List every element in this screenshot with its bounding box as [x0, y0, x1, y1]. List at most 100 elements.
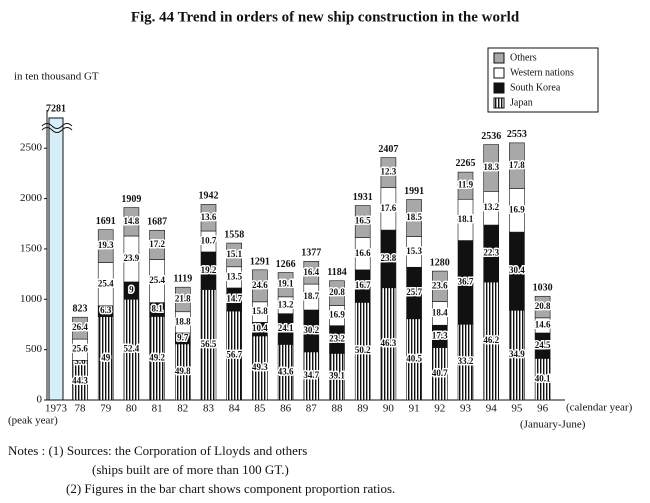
- segment-label: 15.8: [252, 306, 268, 316]
- legend-label: Western nations: [510, 67, 574, 78]
- segment-label: 25.6: [72, 344, 88, 354]
- x-tick-label: 83: [203, 403, 215, 415]
- segment-label: 19.3: [98, 240, 114, 250]
- segment-label: 49.8: [175, 366, 191, 376]
- segment-label: 25.4: [149, 275, 165, 285]
- segment-label: 39.1: [329, 371, 345, 381]
- x-tick-label: 88: [332, 403, 344, 415]
- segment-label: 30.2: [303, 325, 319, 335]
- x-tick-label: 1973: [45, 403, 68, 415]
- total-label: 2265: [456, 158, 476, 169]
- total-label: 7281: [46, 103, 66, 114]
- segment-label: 16.4: [303, 267, 319, 277]
- x-tick-label: 93: [460, 403, 472, 415]
- segment-label: 20.8: [329, 287, 345, 297]
- segment-label: 24.1: [278, 323, 294, 333]
- segment-label: 56.5: [201, 339, 217, 349]
- bar-segment: [457, 171, 474, 200]
- bar-segment: [534, 295, 551, 319]
- segment-label: 14.8: [124, 216, 140, 226]
- y-axis-label: in ten thousand GT: [14, 71, 99, 83]
- legend-label: Japan: [510, 97, 533, 108]
- segment-label: 16.9: [509, 204, 525, 214]
- segment-label: 50.2: [355, 345, 371, 355]
- total-label: 1291: [250, 256, 270, 267]
- segment-label: 18.8: [175, 316, 191, 326]
- segment-label: 20.8: [535, 301, 551, 311]
- total-label: 1184: [327, 267, 346, 278]
- x-tick-label: 91: [409, 403, 420, 415]
- bar-segment: [406, 199, 422, 237]
- chart-title: Fig. 44 Trend in orders of new ship cons…: [131, 9, 520, 25]
- legend-swatch: [493, 97, 505, 109]
- segment-label: 30.4: [509, 265, 525, 275]
- bar: [48, 117, 64, 401]
- total-label: 1991: [404, 186, 424, 197]
- legend-swatch: [493, 67, 505, 79]
- segment-label: 16.7: [355, 280, 371, 290]
- segment-label: 40.7: [432, 368, 448, 378]
- segment-label: 14.6: [535, 319, 551, 329]
- x-tick-label: 95: [511, 403, 523, 415]
- segment-label: 9: [129, 285, 134, 295]
- axis-break: [41, 123, 73, 133]
- segment-label: 18.7: [303, 291, 319, 301]
- bar-segment: [329, 280, 345, 306]
- segment-label: 14.7: [226, 294, 242, 304]
- bar-segment: [509, 142, 525, 189]
- y-tick-label: 500: [26, 343, 43, 355]
- segment-label: 17.6: [381, 203, 397, 213]
- segment-label: 18.5: [406, 212, 422, 222]
- x-tick-label: 78: [75, 403, 87, 415]
- segment-label: 56.7: [226, 350, 242, 360]
- segment-label: 23.9: [124, 253, 140, 263]
- bar-segment: [72, 316, 88, 340]
- segment-label: 16.9: [329, 310, 345, 320]
- segment-label: 16.6: [355, 248, 371, 258]
- segment-label: 10.7: [201, 236, 217, 246]
- legend-swatch: [493, 82, 505, 94]
- x-tick-label: 80: [126, 403, 138, 415]
- total-label: 1280: [430, 257, 450, 268]
- segment-label: 23.8: [381, 253, 397, 263]
- segment-label: 49.2: [149, 352, 165, 362]
- segment-label: 13.6: [201, 212, 217, 222]
- segment-label: 40.1: [535, 373, 551, 383]
- segment-label: 52.4: [124, 344, 140, 354]
- annotation: (calendar year): [566, 402, 633, 414]
- segment-label: 49.3: [252, 362, 268, 372]
- segment-label: 8.1: [151, 304, 163, 314]
- annotation: (January-June): [520, 419, 586, 431]
- segment-label: 13.2: [483, 202, 499, 212]
- total-label: 823: [73, 303, 88, 314]
- segment-label: 18.4: [432, 307, 448, 317]
- segment-label: 13.5: [226, 271, 242, 281]
- segment-label: 21.8: [175, 294, 191, 304]
- x-tick-label: 84: [229, 403, 241, 415]
- segment-label: 11.9: [458, 180, 474, 190]
- segment-label: 9.7: [177, 332, 189, 342]
- segment-label: 34.9: [509, 349, 525, 359]
- y-tick-label: 1500: [20, 242, 43, 254]
- total-label: 1266: [276, 259, 296, 270]
- segment-label: 34.7: [303, 370, 319, 380]
- total-label: 1558: [224, 229, 244, 240]
- segment-label: 44.3: [72, 376, 88, 386]
- segment-label: 46.2: [483, 335, 499, 345]
- bar-segment: [252, 269, 268, 303]
- segment-label: 18.1: [458, 214, 474, 224]
- bar-segment: [200, 204, 217, 232]
- bar-segment: [123, 207, 140, 237]
- bar-segment: [354, 205, 371, 238]
- bar-segment: [483, 144, 500, 192]
- bar-segment: [97, 229, 114, 263]
- segment-label: 36.7: [458, 276, 474, 286]
- segment-label: 17.3: [432, 330, 448, 340]
- x-tick-label: 96: [537, 403, 549, 415]
- segment-label: 40.5: [406, 353, 422, 363]
- bar-segment: [431, 270, 448, 302]
- total-label: 1377: [301, 248, 321, 259]
- total-label: 1909: [121, 194, 141, 205]
- segment-label: 18.3: [483, 162, 499, 172]
